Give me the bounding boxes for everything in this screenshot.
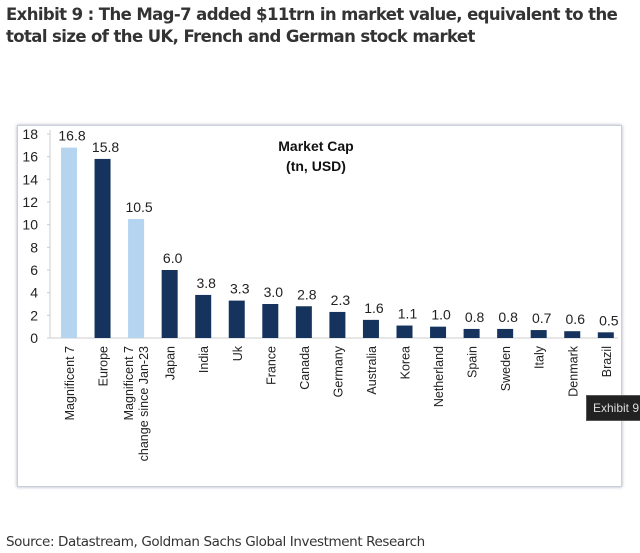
bar (61, 147, 77, 338)
bar (161, 270, 178, 338)
data-label: 15.8 (92, 139, 119, 155)
exhibit-title: Exhibit 9 : The Mag-7 added $11trn in ma… (6, 5, 618, 46)
data-label: 3.0 (264, 284, 284, 300)
x-tick-label: India (197, 346, 211, 373)
data-label: 16.8 (58, 128, 85, 144)
bar (597, 332, 614, 338)
data-label: 0.6 (566, 311, 586, 327)
bar (463, 328, 480, 338)
y-tick-label: 16 (22, 149, 38, 165)
y-tick-label: 12 (22, 194, 38, 210)
bar (430, 326, 447, 338)
x-tick-label: Germany (331, 345, 345, 397)
data-label: 3.8 (196, 275, 216, 291)
chart-title: Market Cap (278, 138, 353, 154)
x-tick-label: Europe (97, 346, 111, 386)
data-label: 2.3 (331, 292, 351, 308)
x-tick-label: Korea (399, 346, 413, 379)
x-tick-label-line: Magnificent 7 (122, 346, 136, 420)
data-label: 10.5 (125, 199, 152, 215)
y-tick-label: 0 (30, 330, 38, 346)
x-tick-label: Japan (164, 346, 178, 380)
bar (295, 306, 312, 338)
y-tick-label: 14 (22, 171, 38, 187)
data-label: 0.7 (532, 310, 552, 326)
y-tick-label: 6 (30, 262, 38, 278)
data-label: 1.0 (431, 307, 451, 323)
x-tick-label: Canada (298, 346, 312, 390)
data-label: 6.0 (163, 250, 183, 266)
bar (362, 319, 379, 338)
x-tick-label: Spain (466, 346, 480, 378)
x-tick-label: Denmark (566, 345, 580, 396)
x-tick-label: Sweden (499, 346, 513, 391)
bar (94, 158, 111, 338)
x-tick-label: France (264, 346, 278, 385)
y-tick-label: 10 (22, 217, 38, 233)
chart-frame (17, 125, 622, 487)
data-label: 3.3 (230, 281, 250, 297)
data-label: 1.1 (398, 306, 418, 322)
y-tick-label: 4 (30, 285, 38, 301)
bar (497, 328, 514, 338)
data-label: 2.8 (297, 286, 317, 302)
bar (530, 330, 547, 338)
x-tick-label: Magnificent 7change since Jan-23 (122, 346, 151, 461)
bar (564, 331, 581, 338)
data-label: 0.8 (498, 309, 518, 325)
data-label: 0.5 (599, 312, 619, 328)
tooltip: Exhibit 9 (586, 395, 640, 421)
x-tick-label: Uk (231, 345, 245, 361)
y-tick-label: 18 (22, 126, 38, 142)
bar (396, 325, 413, 338)
bar (128, 219, 145, 338)
x-tick-label-line: change since Jan-23 (137, 346, 151, 461)
bar (228, 300, 245, 338)
bar (195, 294, 212, 338)
y-tick-label: 8 (30, 239, 38, 255)
x-tick-label: Italy (533, 345, 547, 369)
data-label: 1.6 (364, 300, 384, 316)
chart-subtitle: (tn, USD) (286, 158, 346, 174)
x-tick-label: Brazil (600, 346, 614, 377)
data-label: 0.8 (465, 309, 485, 325)
x-tick-label: Netherland (432, 346, 446, 407)
source-note: Source: Datastream, Goldman Sachs Global… (6, 534, 425, 550)
x-tick-label: Magnificent 7 (63, 346, 77, 420)
x-tick-label: Australia (365, 346, 379, 395)
y-tick-label: 2 (30, 307, 38, 323)
bar (262, 304, 279, 338)
bar (329, 311, 346, 338)
